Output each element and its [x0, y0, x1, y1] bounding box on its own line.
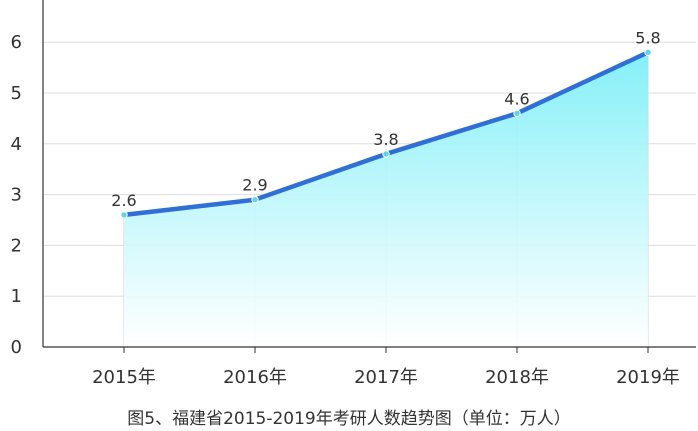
y-tick-label: 4	[11, 134, 22, 155]
data-point	[382, 150, 390, 158]
data-point	[120, 211, 128, 219]
area-layer	[124, 52, 648, 348]
y-tick-label: 1	[11, 286, 22, 307]
data-point	[251, 195, 259, 204]
x-tick-label: 2018年	[485, 367, 549, 388]
x-tick-label: 2015年	[92, 367, 156, 388]
data-label: 2.6	[111, 191, 136, 210]
line-layer	[120, 48, 652, 219]
chart-caption: 图5、福建省2015-2019年考研人数趋势图（单位：万人）	[127, 409, 571, 429]
area-fill	[124, 52, 648, 348]
data-point	[644, 48, 652, 57]
x-tick-label: 2019年	[616, 367, 680, 388]
line-area-chart: 0 1 2 3 4 5 6 2015年 2016年 2017年 2018年 2019年 2.6 2.9 3.…	[11, 0, 696, 388]
y-tick-label: 3	[11, 185, 22, 206]
y-tick-label: 2	[11, 235, 22, 256]
data-label: 3.8	[373, 130, 398, 149]
data-label: 5.8	[635, 28, 660, 47]
label-layer: 0 1 2 3 4 5 6 2015年 2016年 2017年 2018年 2019年 2.6 2.9 3.…	[11, 28, 680, 388]
axis-layer	[42, 0, 696, 353]
y-tick-label: 5	[11, 83, 22, 104]
y-tick-label: 0	[11, 337, 22, 358]
data-label: 4.6	[504, 89, 529, 108]
x-tick-label: 2016年	[223, 367, 287, 388]
x-tick-label: 2017年	[354, 367, 418, 388]
data-point	[513, 109, 521, 118]
data-label: 2.9	[242, 176, 267, 195]
y-tick-label: 6	[11, 32, 22, 53]
